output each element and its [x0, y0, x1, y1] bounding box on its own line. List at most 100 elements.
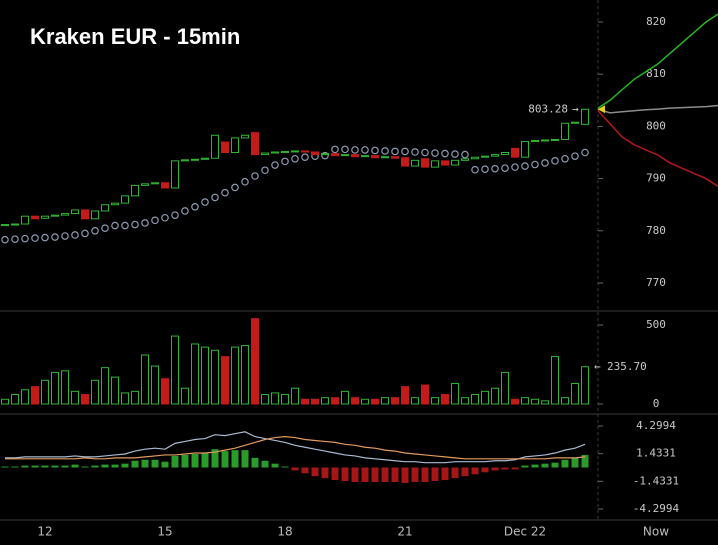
- macd-histogram-bar: [531, 464, 539, 468]
- volume-bar: [501, 371, 509, 405]
- y-tick-label: -1.4331: [633, 474, 679, 487]
- psar-dot: [491, 164, 499, 173]
- volume-bar: [321, 397, 329, 405]
- candle: [71, 209, 79, 215]
- psar-dot: [331, 145, 339, 154]
- psar-dot: [451, 150, 459, 158]
- x-tick-label: Now: [643, 525, 669, 539]
- psar-dot: [581, 148, 589, 157]
- y-tick-label: -4.2994: [633, 502, 680, 515]
- candle: [151, 182, 159, 185]
- psar-dot: [201, 198, 209, 206]
- candle: [341, 154, 349, 157]
- x-tick-label: 15: [157, 525, 172, 539]
- psar-dot: [401, 147, 409, 156]
- psar-dot: [51, 233, 59, 241]
- volume-bar: [151, 365, 159, 405]
- volume-bar: [551, 356, 559, 405]
- macd-histogram-bar: [111, 464, 119, 468]
- macd-histogram-bar: [301, 467, 309, 474]
- candle: [51, 214, 59, 217]
- volume-bar: [581, 366, 589, 405]
- candle: [461, 158, 469, 161]
- psar-dot: [81, 229, 89, 238]
- volume-bar: [361, 398, 369, 405]
- y-tick-label: 4.2994: [636, 419, 676, 432]
- macd-histogram-bar: [61, 465, 69, 468]
- macd-histogram-bar: [241, 450, 249, 468]
- x-tick-label: 18: [277, 525, 292, 539]
- volume-bar: [101, 367, 109, 405]
- candle: [201, 157, 209, 160]
- candle: [161, 182, 169, 189]
- psar-dot: [231, 183, 239, 192]
- volume-bar: [241, 345, 249, 405]
- volume-bar: [111, 376, 119, 405]
- psar-dot: [171, 211, 179, 219]
- macd-histogram-bar: [251, 457, 259, 468]
- candle: [401, 157, 409, 167]
- last-price-arrow: →: [572, 102, 579, 115]
- volume-bar: [371, 398, 379, 405]
- psar-dot: [381, 147, 389, 155]
- candle: [331, 153, 339, 157]
- psar-dot: [21, 234, 29, 243]
- macd-histogram-bar: [151, 459, 159, 468]
- volume-value-label: 235.70: [607, 360, 647, 373]
- psar-dot: [341, 145, 349, 154]
- volume-bar: [421, 384, 429, 405]
- candle: [261, 152, 269, 156]
- volume-bar: [341, 390, 349, 405]
- candle: [361, 155, 369, 158]
- macd-histogram-bar: [521, 465, 529, 468]
- macd-line: [5, 431, 586, 464]
- macd-histogram-bar: [491, 467, 499, 471]
- macd-histogram-bar: [71, 464, 79, 468]
- macd-histogram-bar: [161, 461, 169, 468]
- volume-bar: [331, 397, 339, 405]
- depth-line: [597, 13, 718, 109]
- candle: [21, 215, 29, 225]
- volume-bar: [291, 387, 299, 405]
- last-price-label: 803.28: [528, 102, 568, 115]
- macd-histogram-bar: [11, 466, 19, 468]
- candle: [101, 204, 109, 212]
- macd-histogram-bar: [271, 463, 279, 468]
- psar-dot: [301, 153, 309, 161]
- candle: [351, 154, 359, 158]
- psar-dot: [321, 151, 329, 160]
- macd-histogram-bar: [121, 463, 129, 468]
- y-tick-label: 0: [653, 397, 660, 410]
- depth-line: [597, 104, 718, 114]
- macd-histogram-bar: [211, 449, 219, 468]
- macd-histogram-bar: [411, 467, 419, 482]
- psar-dot: [181, 207, 189, 215]
- candle: [31, 215, 39, 220]
- candle: [321, 153, 329, 156]
- psar-dot: [481, 165, 489, 174]
- volume-bar: [451, 382, 459, 405]
- psar-dot: [121, 221, 129, 230]
- macd-histogram-bar: [431, 467, 439, 482]
- macd-histogram-bar: [51, 465, 59, 468]
- candle: [111, 202, 119, 206]
- macd-histogram-bar: [191, 453, 199, 468]
- candle: [441, 160, 449, 166]
- candle: [521, 141, 529, 158]
- psar-dot: [101, 224, 109, 232]
- chart-title: Kraken EUR - 15min: [30, 24, 240, 49]
- volume-bar: [141, 354, 149, 405]
- macd-histogram-bar: [351, 467, 359, 482]
- volume-bar: [91, 379, 99, 405]
- macd-histogram-bar: [481, 467, 489, 473]
- volume-label-arrow: ←: [594, 360, 601, 373]
- volume-bar: [561, 397, 569, 405]
- volume-bar: [541, 400, 549, 405]
- psar-dot: [161, 213, 169, 222]
- candle: [81, 209, 89, 220]
- candle: [561, 122, 569, 140]
- candle: [171, 160, 179, 189]
- candle: [411, 159, 419, 167]
- volume-bar: [571, 382, 579, 405]
- macd-histogram-bar: [471, 467, 479, 475]
